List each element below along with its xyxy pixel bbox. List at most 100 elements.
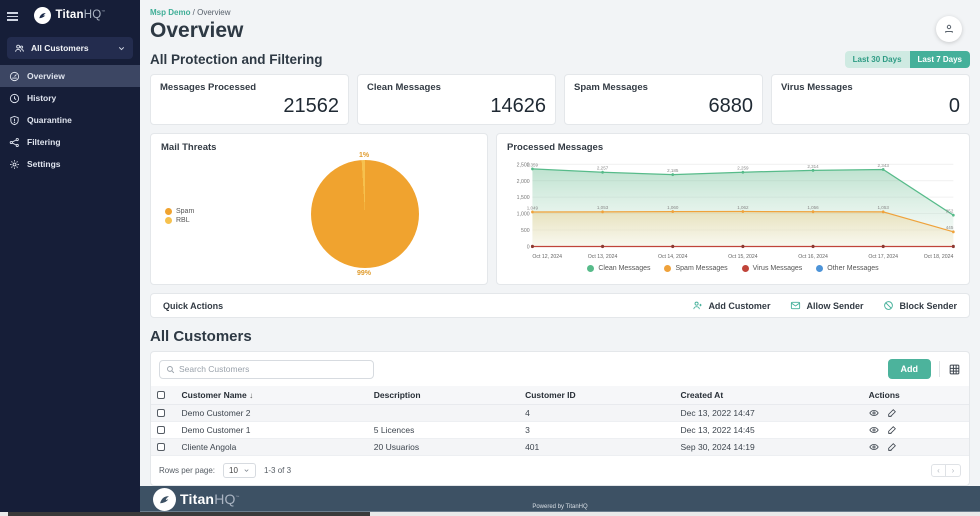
table-row[interactable]: Demo Customer 1 5 Licences 3 Dec 13, 202… — [151, 422, 969, 439]
mail-threats-pie[interactable] — [311, 160, 419, 268]
legend-item[interactable]: Other Messages — [816, 265, 878, 272]
all-customers-title: All Customers — [150, 328, 970, 345]
sidebar-item-filtering[interactable]: Filtering — [0, 131, 140, 153]
edit-icon[interactable] — [887, 408, 897, 418]
quick-actions-title: Quick Actions — [163, 301, 223, 311]
legend-dot — [664, 265, 671, 272]
svg-text:952: 952 — [946, 208, 954, 214]
row-checkbox[interactable] — [157, 443, 165, 451]
column-actions: Actions — [863, 386, 969, 405]
dashboard-icon — [9, 71, 20, 82]
sidebar-header: TitanHQ™ — [0, 0, 140, 30]
svg-text:Oct 16, 2024: Oct 16, 2024 — [798, 254, 828, 260]
view-icon[interactable] — [869, 408, 879, 418]
quick-actions: Add Customer Allow Sender Block Sender — [692, 300, 957, 311]
share-nodes-icon — [9, 137, 20, 148]
block-icon — [883, 300, 894, 311]
next-page-button[interactable]: › — [946, 464, 961, 477]
legend-item[interactable]: Virus Messages — [742, 265, 803, 272]
edit-icon[interactable] — [887, 442, 897, 452]
svg-text:1,060: 1,060 — [667, 205, 679, 211]
column-description[interactable]: Description — [368, 386, 519, 405]
add-customer-action[interactable]: Add Customer — [692, 300, 770, 311]
svg-text:1,049: 1,049 — [527, 205, 539, 211]
svg-text:Oct 18, 2024: Oct 18, 2024 — [924, 254, 954, 260]
prev-page-button[interactable]: ‹ — [931, 464, 946, 477]
gear-icon — [9, 159, 20, 170]
legend-item[interactable]: Spam Messages — [664, 265, 727, 272]
table-pagination: Rows per page: 10 1-3 of 3 ‹ › — [151, 456, 969, 485]
allow-sender-action[interactable]: Allow Sender — [790, 300, 863, 311]
table-toolbar: Add — [151, 359, 969, 386]
table-row[interactable]: Demo Customer 2 4 Dec 13, 2022 14:47 — [151, 405, 969, 422]
sidebar-item-quarantine[interactable]: Quarantine — [0, 109, 140, 131]
scrollbar-thumb[interactable] — [8, 512, 370, 516]
stat-card-messages-processed: Messages Processed 21562 — [150, 74, 349, 125]
breadcrumb: Msp Demo / Overview — [150, 8, 970, 17]
stat-card-spam-messages: Spam Messages 6880 — [564, 74, 763, 125]
svg-text:2,359: 2,359 — [527, 162, 539, 168]
select-all-checkbox[interactable] — [157, 391, 165, 399]
quick-actions-bar: Quick Actions Add Customer Allow Sender … — [150, 293, 970, 318]
stat-card-clean-messages: Clean Messages 14626 — [357, 74, 556, 125]
legend-item[interactable]: Spam — [165, 208, 194, 215]
table-header-row: Customer Name ↓ Description Customer ID … — [151, 386, 969, 405]
svg-text:Oct 15, 2024: Oct 15, 2024 — [728, 254, 758, 260]
legend-item[interactable]: RBL — [165, 217, 194, 224]
legend-dot — [816, 265, 823, 272]
chevron-down-icon — [243, 467, 250, 474]
protection-section-title: All Protection and Filtering — [150, 52, 323, 67]
page-title: Overview — [150, 19, 970, 43]
row-checkbox[interactable] — [157, 409, 165, 417]
svg-text:Oct 12, 2024: Oct 12, 2024 — [532, 254, 562, 260]
person-add-icon — [692, 300, 703, 311]
svg-text:2,259: 2,259 — [737, 165, 749, 171]
processed-messages-card: Processed Messages 05001,0001,5002,0002,… — [496, 133, 970, 285]
table-row[interactable]: Cliente Angola 20 Usuarios 401 Sep 30, 2… — [151, 439, 969, 456]
legend-dot — [587, 265, 594, 272]
breadcrumb-parent[interactable]: Msp Demo — [150, 8, 190, 17]
search-input[interactable] — [179, 364, 367, 374]
sidebar-item-overview[interactable]: Overview — [0, 65, 140, 87]
sidebar-item-history[interactable]: History — [0, 87, 140, 109]
pie-chart-title: Mail Threats — [161, 142, 477, 153]
add-button[interactable]: Add — [888, 359, 932, 379]
sidebar-item-settings[interactable]: Settings — [0, 153, 140, 175]
column-customer-name[interactable]: Customer Name ↓ — [176, 386, 368, 405]
sidebar: TitanHQ™ All Customers Overview History … — [0, 0, 140, 512]
pie-slice-label-spam: 99% — [357, 270, 371, 277]
user-avatar-button[interactable] — [936, 16, 962, 42]
column-created-at[interactable]: Created At — [674, 386, 862, 405]
customers-table: Customer Name ↓ Description Customer ID … — [151, 386, 969, 456]
protection-section-header: All Protection and Filtering Last 30 Day… — [150, 51, 970, 68]
svg-text:1,500: 1,500 — [517, 195, 530, 201]
customer-selector[interactable]: All Customers — [7, 37, 133, 59]
svg-text:1,000: 1,000 — [517, 211, 530, 217]
sidebar-item-label: History — [27, 93, 56, 103]
pagination-buttons: ‹ › — [931, 464, 961, 477]
edit-icon[interactable] — [887, 425, 897, 435]
row-checkbox[interactable] — [157, 426, 165, 434]
svg-text:2,185: 2,185 — [667, 168, 679, 174]
rows-per-page-select[interactable]: 10 — [223, 463, 256, 478]
rows-per-page-label: Rows per page: — [159, 466, 215, 475]
chevron-down-icon — [117, 44, 126, 53]
svg-text:1,053: 1,053 — [597, 205, 609, 211]
svg-text:1,062: 1,062 — [737, 205, 749, 211]
processed-messages-chart[interactable]: 05001,0001,5002,0002,5002,3591,049Oct 12… — [507, 157, 959, 261]
svg-text:Oct 17, 2024: Oct 17, 2024 — [868, 254, 898, 260]
horizontal-scrollbar[interactable] — [0, 512, 980, 516]
last-30-days-button[interactable]: Last 30 Days — [845, 51, 910, 68]
hamburger-menu-icon[interactable] — [7, 10, 18, 23]
column-settings-button[interactable] — [948, 363, 961, 376]
app-window: TitanHQ™ All Customers Overview History … — [0, 0, 980, 512]
last-7-days-button[interactable]: Last 7 Days — [910, 51, 970, 68]
block-sender-action[interactable]: Block Sender — [883, 300, 957, 311]
column-customer-id[interactable]: Customer ID — [519, 386, 674, 405]
main-area: Msp Demo / Overview Overview All Protect… — [140, 0, 980, 512]
view-icon[interactable] — [869, 442, 879, 452]
table-grid-icon — [948, 363, 961, 376]
legend-item[interactable]: Clean Messages — [587, 265, 650, 272]
view-icon[interactable] — [869, 425, 879, 435]
svg-text:Oct 14, 2024: Oct 14, 2024 — [658, 254, 688, 260]
